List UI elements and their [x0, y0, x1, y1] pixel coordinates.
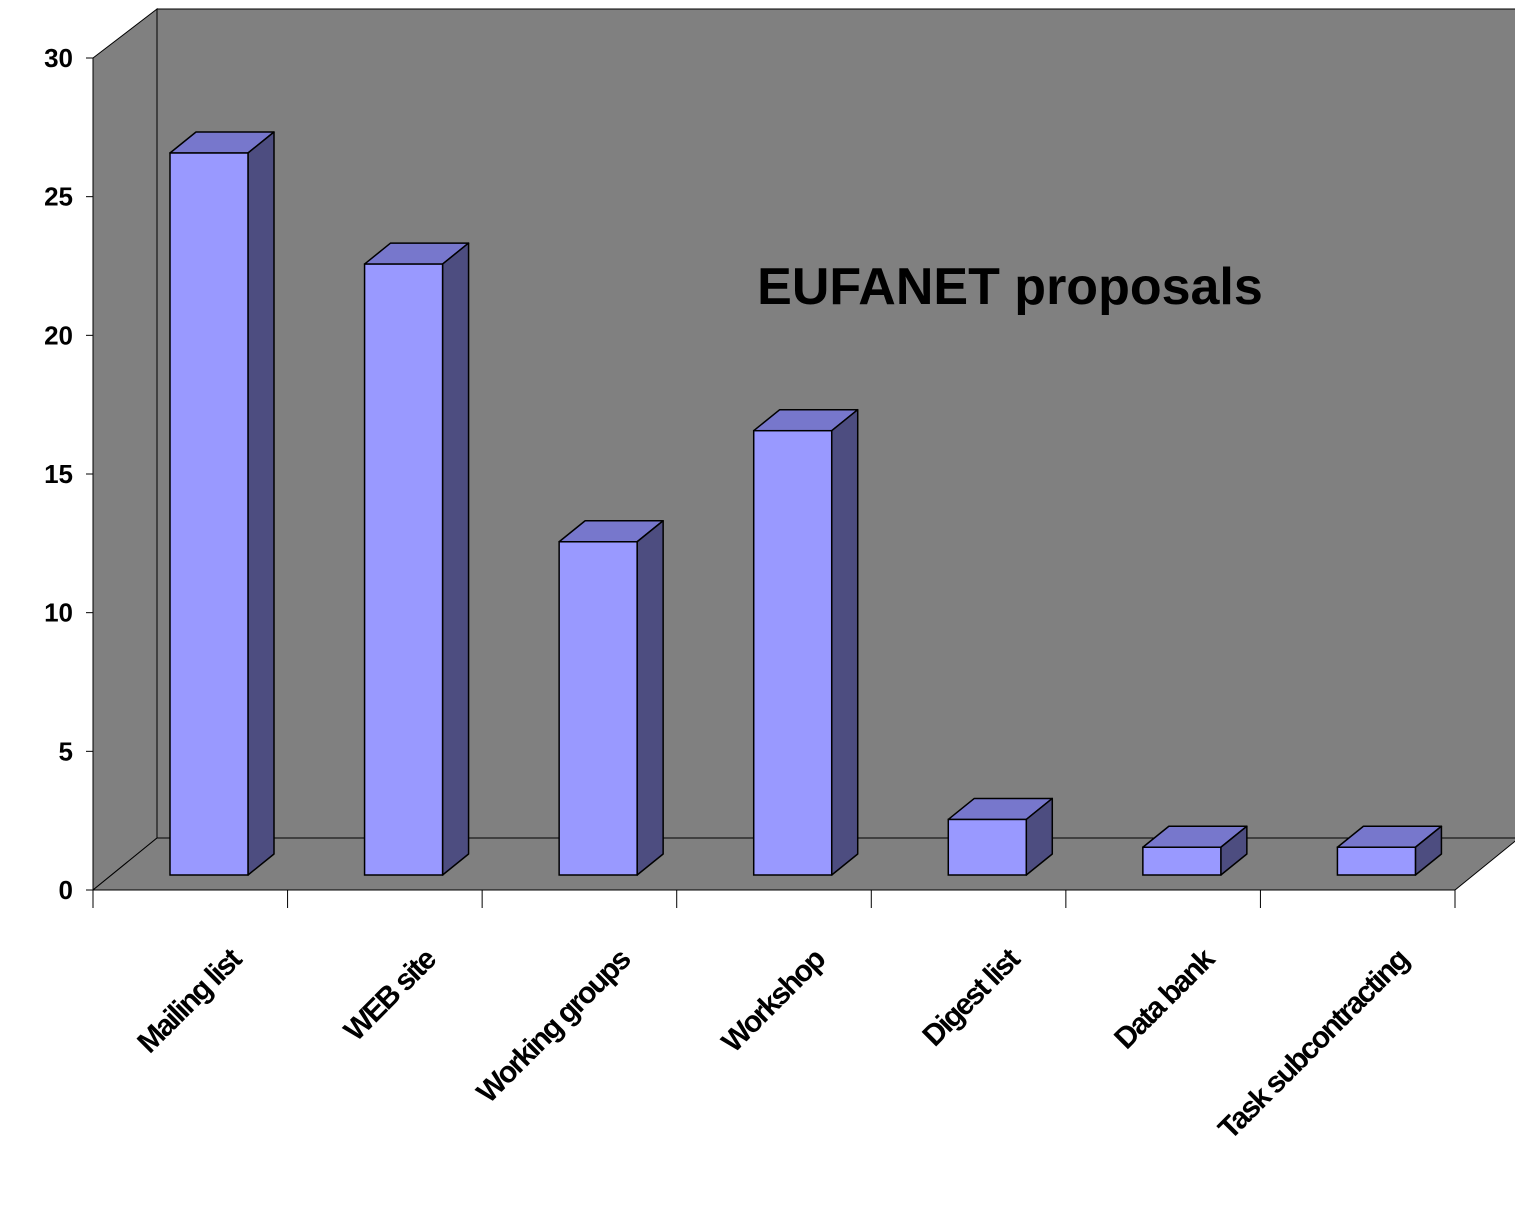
bar-side	[636, 520, 664, 876]
bar-side	[247, 131, 275, 876]
x-category-label: Task subcontracting	[1212, 943, 1415, 1146]
bar-2	[363, 242, 470, 876]
bar-front	[169, 152, 249, 876]
bar-front	[752, 429, 833, 876]
bar-1	[169, 131, 275, 876]
y-axis: 0 5 10 15 20 25 30	[44, 43, 94, 905]
bar-front	[947, 818, 1028, 876]
bar-front	[1142, 846, 1222, 876]
x-category-label: Mailing list	[131, 942, 248, 1059]
y-tick-label: 25	[44, 182, 73, 212]
x-category-label: Workshop	[716, 942, 833, 1059]
y-tick-label: 5	[59, 736, 73, 766]
bar-3	[558, 520, 664, 876]
x-category-label: Digest list	[916, 942, 1027, 1053]
x-category-label: WEB site	[338, 943, 443, 1048]
bar-5	[947, 797, 1054, 876]
bar-front	[363, 263, 444, 876]
y-tick-label: 0	[59, 875, 73, 905]
x-axis-labels: Mailing list WEB site Working groups Worksh…	[131, 942, 1415, 1146]
bar-front	[1336, 846, 1417, 876]
bar-4	[752, 408, 859, 876]
bar-7	[1336, 825, 1443, 876]
bar-6	[1142, 825, 1248, 876]
y-tick-label: 10	[44, 598, 73, 628]
y-tick-label: 15	[44, 459, 73, 489]
bar-side	[441, 242, 470, 876]
x-category-label: Data bank	[1108, 942, 1222, 1056]
x-category-label: Working groups	[471, 943, 638, 1110]
y-tick-label: 30	[44, 43, 73, 73]
chart-title: EUFANET proposals	[757, 258, 1263, 316]
bar-side	[830, 408, 859, 876]
x-axis	[92, 889, 1456, 908]
side-wall	[92, 7, 158, 892]
bar-front	[558, 541, 638, 876]
bars	[169, 131, 1443, 876]
y-tick-label: 20	[44, 320, 73, 350]
